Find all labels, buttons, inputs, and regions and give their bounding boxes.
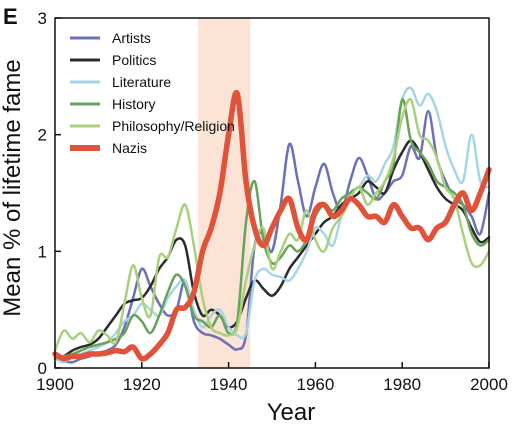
legend-label-history: History bbox=[112, 96, 156, 112]
series-line-nazis bbox=[52, 89, 492, 362]
series-line-history bbox=[53, 98, 491, 360]
series-line-philosophy-religion bbox=[53, 97, 491, 352]
x-tick-label: 2000 bbox=[470, 375, 508, 394]
legend-label-literature: Literature bbox=[112, 74, 171, 90]
series-line-literature bbox=[53, 86, 491, 364]
legend-label-politics: Politics bbox=[112, 52, 156, 68]
y-tick-label: 0 bbox=[38, 359, 47, 378]
x-tick-label: 1900 bbox=[36, 375, 74, 394]
series-line-politics bbox=[53, 139, 491, 360]
x-tick-label: 1940 bbox=[210, 375, 248, 394]
panel-label: E bbox=[3, 4, 18, 29]
y-tick-label: 3 bbox=[38, 9, 47, 28]
y-axis-title: Mean % of lifetime fame bbox=[0, 59, 26, 316]
legend-label-artists: Artists bbox=[112, 30, 151, 46]
y-tick-label: 2 bbox=[38, 126, 47, 145]
x-tick-label: 1960 bbox=[296, 375, 334, 394]
x-axis-title: Year bbox=[267, 399, 316, 426]
x-tick-label: 1980 bbox=[383, 375, 421, 394]
legend-label-philosophy-religion: Philosophy/Religion bbox=[112, 118, 235, 134]
legend-label-nazis: Nazis bbox=[112, 140, 147, 156]
legend: Artists Politics Literature History Philosop… bbox=[70, 30, 235, 156]
x-tick-label: 1920 bbox=[123, 375, 161, 394]
axes-layer: 1900 1920 1940 1960 1980 2000 0 1 2 3 bbox=[36, 9, 508, 394]
series-lines-layer bbox=[52, 86, 492, 364]
y-tick-label: 1 bbox=[38, 242, 47, 261]
plot-frame bbox=[54, 17, 490, 369]
